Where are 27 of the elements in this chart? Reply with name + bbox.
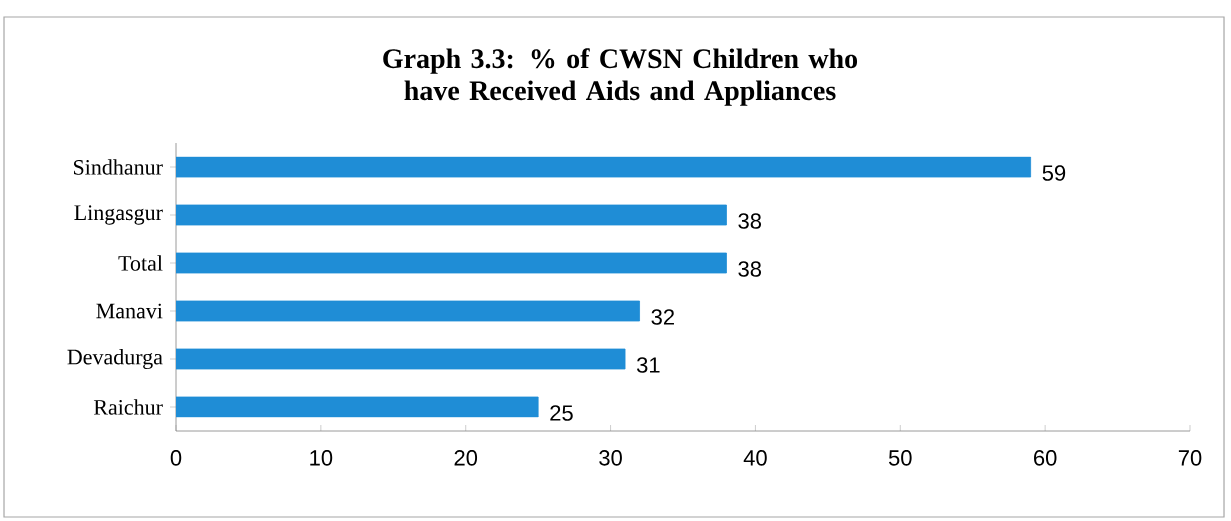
x-tick-label: 60 — [1034, 450, 1057, 466]
data-label: 59 — [1042, 165, 1066, 181]
data-label: 38 — [738, 213, 762, 229]
x-tick-label: 70 — [1178, 450, 1202, 466]
data-label: 25 — [550, 405, 573, 421]
data-label: 31 — [636, 357, 660, 373]
bar — [176, 204, 727, 226]
bar — [176, 156, 1032, 178]
data-label: 38 — [738, 261, 762, 277]
chart-title: Graph 3.3: % of CWSN Children who have Received Aids and Appliances — [383, 48, 858, 106]
x-tick-label: 0 — [170, 450, 182, 466]
bar — [176, 300, 640, 322]
x-tick-label: 30 — [599, 450, 622, 466]
y-tick-label: Devadurga — [67, 349, 163, 369]
y-tick-label: Raichur — [93, 399, 163, 415]
y-tick-label: Lingasgur — [74, 205, 163, 225]
y-tick-label: Manavi — [96, 303, 163, 319]
y-tick-label: Total — [118, 255, 163, 271]
x-tick-label: 20 — [454, 450, 478, 466]
x-tick-label: 10 — [310, 450, 333, 466]
bar — [176, 396, 539, 418]
x-tick-label: 50 — [888, 450, 912, 466]
bar — [176, 348, 626, 370]
y-tick-label: Sindhanur — [73, 159, 163, 175]
x-tick-label: 40 — [743, 450, 767, 466]
data-label: 32 — [651, 309, 674, 325]
bar — [176, 252, 727, 274]
